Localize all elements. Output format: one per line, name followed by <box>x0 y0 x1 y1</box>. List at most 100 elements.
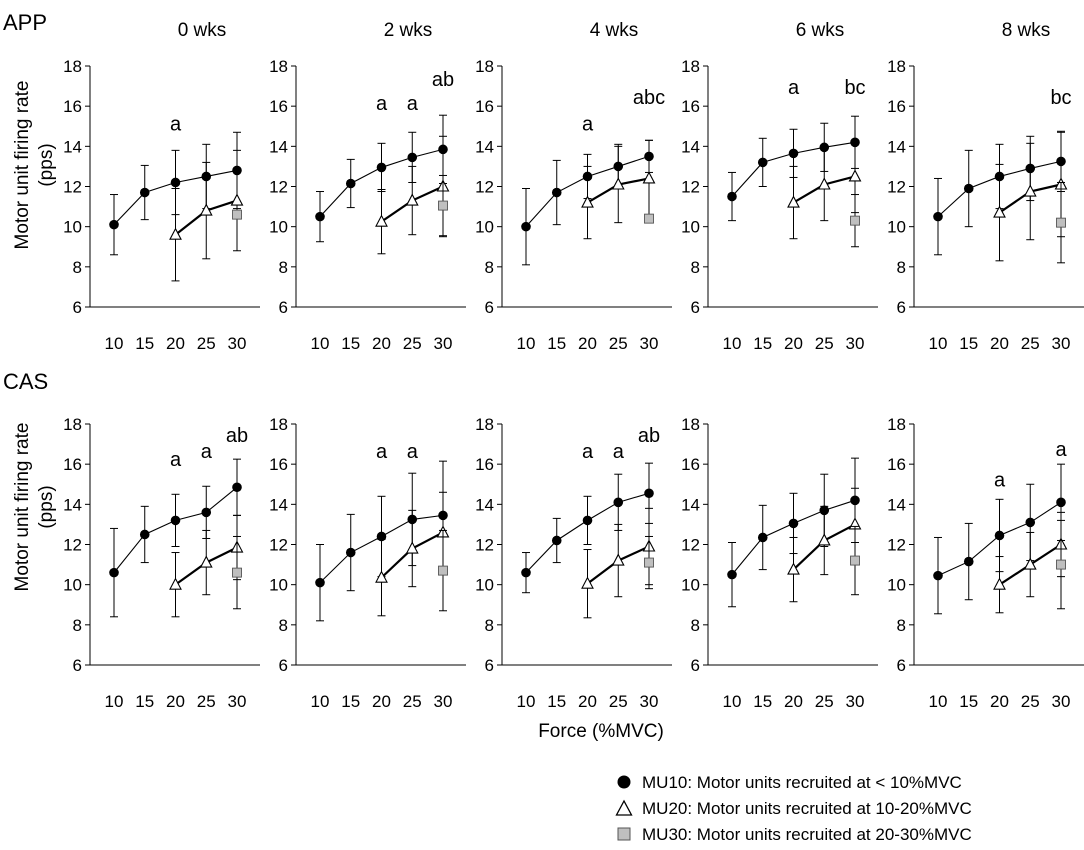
legend-marker-mu10 <box>617 775 631 789</box>
x-tick-label: 25 <box>197 334 216 353</box>
x-tick-label: 25 <box>197 692 216 711</box>
y-tick-label: 12 <box>681 178 700 197</box>
point-mu10 <box>170 515 181 526</box>
significance-label: a <box>582 113 594 135</box>
y-tick-label: 16 <box>887 97 906 116</box>
x-tick-label: 20 <box>578 692 597 711</box>
y-tick-label: 18 <box>887 57 906 76</box>
legend-label-mu20: MU20: Motor units recruited at 10-20%MVC <box>642 799 972 818</box>
point-mu10 <box>963 556 974 567</box>
significance-label: ab <box>638 425 660 447</box>
y-tick-label: 14 <box>475 137 494 156</box>
x-tick-label: 15 <box>547 692 566 711</box>
point-mu20 <box>787 562 800 575</box>
x-tick-label: 20 <box>372 692 391 711</box>
x-tick-label: 20 <box>990 334 1009 353</box>
significance-label: bc <box>1050 87 1071 109</box>
significance-label: a <box>788 77 800 99</box>
y-tick-label: 10 <box>269 218 288 237</box>
point-mu10 <box>345 547 356 558</box>
panel-title: 4 wks <box>590 20 639 41</box>
significance-label: abc <box>633 87 665 109</box>
panel-cas-3: 6 8 10 12 14 16 18 10 15 20 25 30 <box>681 415 878 711</box>
x-tick-label: 10 <box>105 334 124 353</box>
y-axis-title-line1: Motor unit firing rate <box>12 423 33 592</box>
y-tick-label: 6 <box>485 298 494 317</box>
y-tick-label: 6 <box>897 298 906 317</box>
panel-cas-4: 6 8 10 12 14 16 18 10 15 20 25 30 a a <box>887 415 1084 711</box>
point-mu10 <box>315 577 325 588</box>
x-axis-title: Force (%MVC) <box>538 721 664 742</box>
point-mu10 <box>109 567 119 578</box>
y-tick-label: 14 <box>63 495 82 514</box>
legend-label-mu10: MU10: Motor units recruited at < 10%MVC <box>642 773 962 792</box>
y-tick-label: 8 <box>897 616 906 635</box>
y-tick-label: 18 <box>681 57 700 76</box>
x-tick-label: 10 <box>723 334 742 353</box>
y-tick-label: 12 <box>475 178 494 197</box>
panel-app-2: 6 8 10 12 14 16 18 10 15 20 25 30 4 wks a abc <box>475 20 672 353</box>
point-mu20 <box>1023 184 1037 197</box>
y-tick-label: 10 <box>681 576 700 595</box>
point-mu10 <box>819 142 830 153</box>
x-tick-label: 10 <box>311 692 330 711</box>
panel-cas-1: 6 8 10 12 14 16 18 10 15 20 25 30 a a <box>269 415 466 711</box>
x-tick-label: 30 <box>434 334 453 353</box>
point-mu30 <box>232 567 242 578</box>
y-tick-label: 10 <box>475 218 494 237</box>
x-tick-label: 10 <box>105 692 124 711</box>
y-tick-label: 18 <box>269 415 288 434</box>
y-tick-label: 12 <box>269 536 288 555</box>
x-tick-label: 25 <box>815 692 834 711</box>
point-mu20 <box>787 195 800 208</box>
x-tick-label: 10 <box>517 692 536 711</box>
point-mu20 <box>375 570 388 583</box>
y-tick-label: 8 <box>279 616 288 635</box>
y-tick-label: 16 <box>475 97 494 116</box>
x-tick-label: 20 <box>784 334 803 353</box>
y-tick-label: 16 <box>269 455 288 474</box>
point-mu10 <box>407 152 418 163</box>
significance-label: a <box>407 441 419 463</box>
point-mu20 <box>405 193 419 206</box>
y-tick-label: 6 <box>279 656 288 675</box>
legend-marker-mu30 <box>617 827 631 841</box>
x-tick-label: 25 <box>609 334 628 353</box>
significance-label: a <box>994 469 1006 491</box>
x-tick-label: 15 <box>753 692 772 711</box>
y-tick-label: 10 <box>887 576 906 595</box>
y-tick-label: 10 <box>475 576 494 595</box>
panel-title: 2 wks <box>384 20 433 41</box>
x-tick-label: 10 <box>311 334 330 353</box>
y-tick-label: 18 <box>63 57 82 76</box>
y-tick-label: 14 <box>269 137 288 156</box>
y-axis-title-line1: Motor unit firing rate <box>12 81 33 250</box>
point-mu10 <box>315 211 325 222</box>
point-mu10 <box>613 497 624 508</box>
y-tick-label: 10 <box>63 218 82 237</box>
y-tick-label: 16 <box>269 97 288 116</box>
point-mu10 <box>232 482 242 493</box>
x-tick-label: 30 <box>228 334 247 353</box>
y-tick-label: 12 <box>269 178 288 197</box>
group-label-app: APP <box>3 10 47 35</box>
y-tick-label: 8 <box>691 258 700 277</box>
legend: MU10: Motor units recruited at < 10%MVC … <box>615 773 972 844</box>
x-tick-label: 25 <box>815 334 834 353</box>
point-mu10 <box>582 515 593 526</box>
point-mu20 <box>375 214 388 227</box>
y-tick-label: 14 <box>475 495 494 514</box>
point-mu20 <box>581 195 594 208</box>
y-axis-title-cas: Motor unit firing rate (pps) <box>12 423 57 592</box>
point-mu10 <box>933 570 943 581</box>
significance-label: a <box>1055 439 1067 461</box>
y-axis-title-line2: (pps) <box>36 143 57 186</box>
x-tick-label: 30 <box>434 692 453 711</box>
y-tick-label: 12 <box>63 178 82 197</box>
point-mu10 <box>345 178 356 189</box>
point-mu20 <box>230 193 244 206</box>
point-mu20 <box>993 205 1006 218</box>
x-tick-label: 20 <box>784 692 803 711</box>
point-mu10 <box>551 535 562 546</box>
point-mu10 <box>1056 497 1066 508</box>
